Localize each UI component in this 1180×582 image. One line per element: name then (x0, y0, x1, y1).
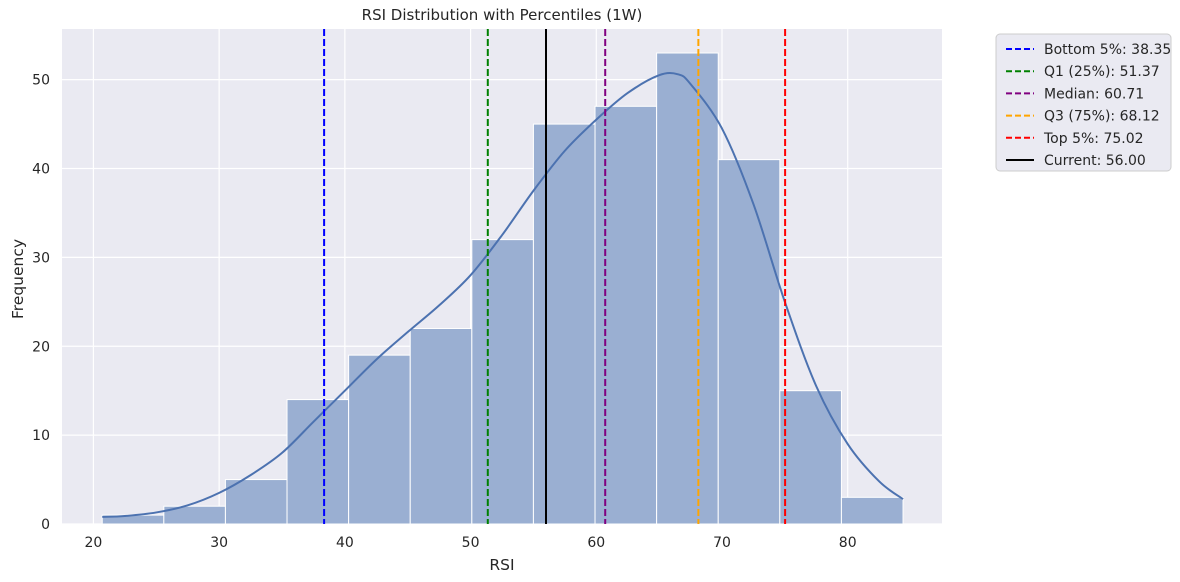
percentile-lines (323, 29, 787, 524)
histogram-bar-6 (471, 239, 534, 525)
x-tick-label-4: 60 (587, 535, 605, 551)
legend-label-0: Bottom 5%: 38.35 (1044, 42, 1171, 58)
y-tick-label-5: 50 (32, 73, 50, 89)
kde-curve-group (102, 72, 904, 518)
histogram-bar-11 (779, 390, 842, 525)
y-tick-label-4: 40 (32, 162, 50, 178)
histogram-bar-2 (224, 479, 288, 525)
histogram-bar-5 (409, 327, 473, 525)
x-tick-label-0: 20 (85, 535, 103, 551)
x-tick-label-2: 40 (336, 535, 354, 551)
legend-box (995, 33, 1172, 172)
histogram-bar-10 (717, 159, 781, 525)
legend-label-2: Median: 60.71 (1044, 86, 1144, 102)
y-tick-label-2: 20 (32, 339, 50, 355)
y-axis-label: Frequency (9, 239, 27, 319)
x-tick-label-1: 30 (210, 535, 228, 551)
histogram-bar-9 (656, 52, 719, 525)
y-tick-label-0: 0 (41, 517, 50, 533)
x-tick-label-6: 80 (839, 535, 857, 551)
axis-ticks: 20 30 40 50 60 70 80 0 10 20 30 40 50 (32, 73, 856, 551)
x-axis-label: RSI (489, 556, 514, 574)
legend: Bottom 5%: 38.35 Q1 (25%): 51.37 Median: 6… (995, 33, 1172, 172)
x-tick-label-5: 70 (713, 535, 731, 551)
legend-label-4: Top 5%: 75.02 (1043, 131, 1144, 147)
kde-curve (102, 72, 904, 518)
x-tick-label-3: 50 (462, 535, 480, 551)
histogram-bar-12 (840, 496, 904, 525)
histogram-bar-4 (348, 354, 411, 525)
histogram-bar-7 (532, 123, 596, 525)
legend-label-5: Current: 56.00 (1044, 153, 1146, 169)
histogram-bar-3 (286, 399, 350, 525)
y-tick-label-3: 30 (32, 250, 50, 266)
legend-label-3: Q3 (75%): 68.12 (1044, 109, 1160, 125)
y-tick-label-1: 10 (32, 428, 50, 444)
chart-title: RSI Distribution with Percentiles (1W) (362, 6, 643, 24)
legend-label-1: Q1 (25%): 51.37 (1044, 64, 1160, 80)
